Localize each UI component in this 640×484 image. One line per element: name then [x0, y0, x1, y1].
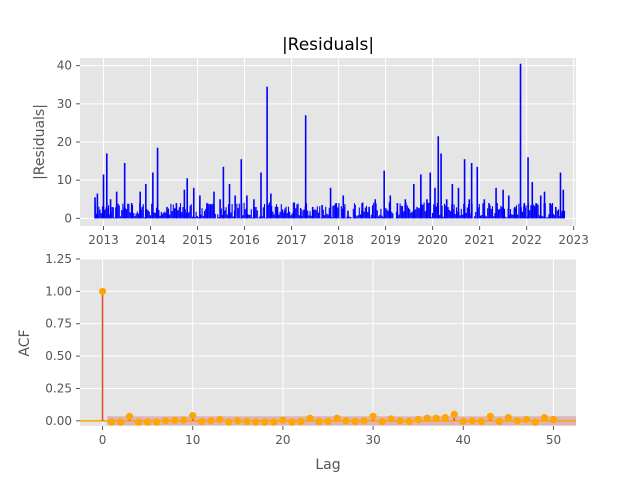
residuals-x-axis: 2013 2014 2015 2016 2017 2018 2019 2020 2021 2022… [88, 226, 589, 247]
acf-point [297, 417, 305, 426]
residuals-y-axis: 0 10 20 30 40 [57, 59, 80, 225]
acf-point [315, 417, 323, 426]
acf-x-tick-label: 40 [456, 433, 471, 447]
acf-y-tick-label: 1.00 [45, 284, 72, 298]
acf-point [342, 417, 350, 425]
acf-plot-area [80, 259, 576, 426]
residuals-x-tick-label: 2022 [511, 233, 542, 247]
acf-point [98, 287, 107, 295]
acf-point [405, 417, 413, 426]
residuals-x-tick-label: 2019 [370, 233, 401, 247]
acf-point [549, 415, 558, 424]
acf-point [116, 418, 125, 426]
acf-x-tick-label: 0 [99, 433, 107, 447]
acf-y-axis: 0.00 0.25 0.50 0.75 1.00 1.25 [45, 252, 80, 428]
acf-point [207, 417, 215, 425]
acf-point [360, 417, 368, 425]
acf-point [216, 415, 224, 424]
residuals-y-tick-label: 20 [57, 135, 72, 149]
acf-point [486, 412, 494, 420]
acf-point [369, 412, 377, 420]
acf-point [243, 417, 251, 426]
acf-point [144, 418, 152, 426]
residuals-y-tick-label: 0 [64, 211, 72, 225]
acf-point [261, 418, 269, 426]
acf-y-axis-label: ACF [17, 329, 33, 356]
acf-point [351, 417, 359, 426]
acf-point [333, 414, 341, 422]
acf-point [324, 417, 332, 426]
residuals-title: |Residuals| [282, 35, 374, 55]
residuals-x-tick-label: 2017 [276, 233, 307, 247]
residuals-x-tick-label: 2020 [417, 233, 448, 247]
residuals-x-tick-label: 2018 [323, 233, 354, 247]
acf-point [531, 418, 540, 426]
acf-point [504, 413, 512, 422]
acf-series [80, 287, 576, 426]
acf-point [225, 418, 233, 426]
acf-point [107, 418, 116, 426]
acf-x-axis-label: Lag [315, 457, 340, 473]
acf-x-tick-label: 10 [185, 433, 200, 447]
acf-point [414, 415, 422, 424]
acf-point [441, 413, 449, 422]
acf-point [423, 414, 431, 422]
residuals-x-tick-label: 2023 [558, 233, 589, 247]
residuals-x-tick-label: 2014 [135, 233, 166, 247]
residuals-series [94, 63, 566, 219]
acf-point [306, 414, 314, 422]
acf-point [162, 417, 170, 425]
residuals-y-tick-label: 40 [57, 59, 72, 73]
acf-y-tick-label: 0.25 [45, 381, 72, 395]
residuals-x-tick-label: 2013 [88, 233, 119, 247]
acf-y-tick-label: 0.75 [45, 317, 72, 331]
acf-point [459, 417, 467, 426]
acf-point [378, 417, 386, 426]
acf-point [234, 417, 242, 425]
residuals-y-tick-label: 10 [57, 173, 72, 187]
acf-point [198, 417, 206, 426]
acf-point [468, 417, 476, 425]
acf-point [126, 412, 134, 420]
acf-point [387, 415, 395, 423]
residuals-x-tick-label: 2015 [182, 233, 213, 247]
acf-point [153, 418, 161, 426]
residuals-x-tick-label: 2021 [464, 233, 495, 247]
acf-point [180, 416, 188, 424]
acf-point [396, 417, 404, 425]
acf-point [252, 418, 260, 426]
acf-point [540, 413, 549, 422]
acf-point [135, 418, 143, 426]
residuals-y-axis-label: |Residuals| [32, 104, 48, 180]
acf-x-tick-label: 30 [365, 433, 380, 447]
acf-panel: 0 10 20 30 40 50 0.00 0.25 0.50 0.75 1.00 1.25 Lag… [17, 252, 577, 473]
residuals-x-tick-label: 2016 [229, 233, 260, 247]
acf-x-tick-label: 50 [546, 433, 561, 447]
acf-point [171, 416, 179, 424]
acf-point [477, 417, 485, 426]
acf-x-tick-label: 20 [275, 433, 290, 447]
acf-point [522, 415, 531, 424]
residuals-panel: |Residuals| 2013 2014 2015 2016 2017 2018 2019… [32, 35, 589, 247]
acf-point [279, 416, 287, 424]
acf-point [270, 418, 278, 426]
acf-point [288, 418, 296, 426]
acf-y-tick-label: 0.50 [45, 349, 72, 363]
acf-y-tick-label: 0.00 [45, 414, 72, 428]
residuals-y-tick-label: 30 [57, 97, 72, 111]
acf-y-tick-label: 1.25 [45, 252, 72, 266]
acf-point [495, 417, 503, 426]
acf-point [189, 412, 197, 420]
acf-x-axis: 0 10 20 30 40 50 [99, 426, 561, 447]
acf-point [450, 410, 458, 418]
acf-point [432, 414, 440, 422]
acf-point [513, 417, 521, 425]
